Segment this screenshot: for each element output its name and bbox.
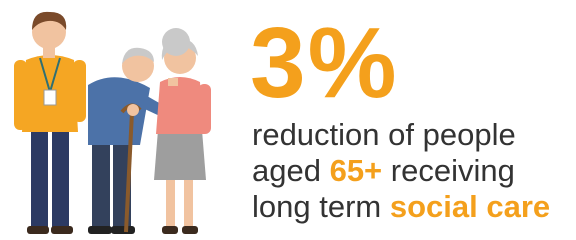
text-line: long term social care xyxy=(252,190,550,224)
illustration xyxy=(0,0,230,240)
text-line: reduction of people xyxy=(252,118,516,152)
elderly-man xyxy=(88,48,168,234)
infographic: 3% reduction of people aged 65+ receivin… xyxy=(0,0,576,240)
text-line: aged 65+ receiving xyxy=(252,154,515,188)
text: aged xyxy=(252,153,330,188)
highlight: 65+ xyxy=(330,153,383,188)
stat: 3% xyxy=(250,8,399,118)
text: long term xyxy=(252,189,390,224)
highlight: social care xyxy=(390,189,550,224)
caregiver xyxy=(14,12,86,234)
text: reduction of people xyxy=(252,117,516,152)
elderly-woman xyxy=(154,28,211,234)
text: receiving xyxy=(382,153,515,188)
